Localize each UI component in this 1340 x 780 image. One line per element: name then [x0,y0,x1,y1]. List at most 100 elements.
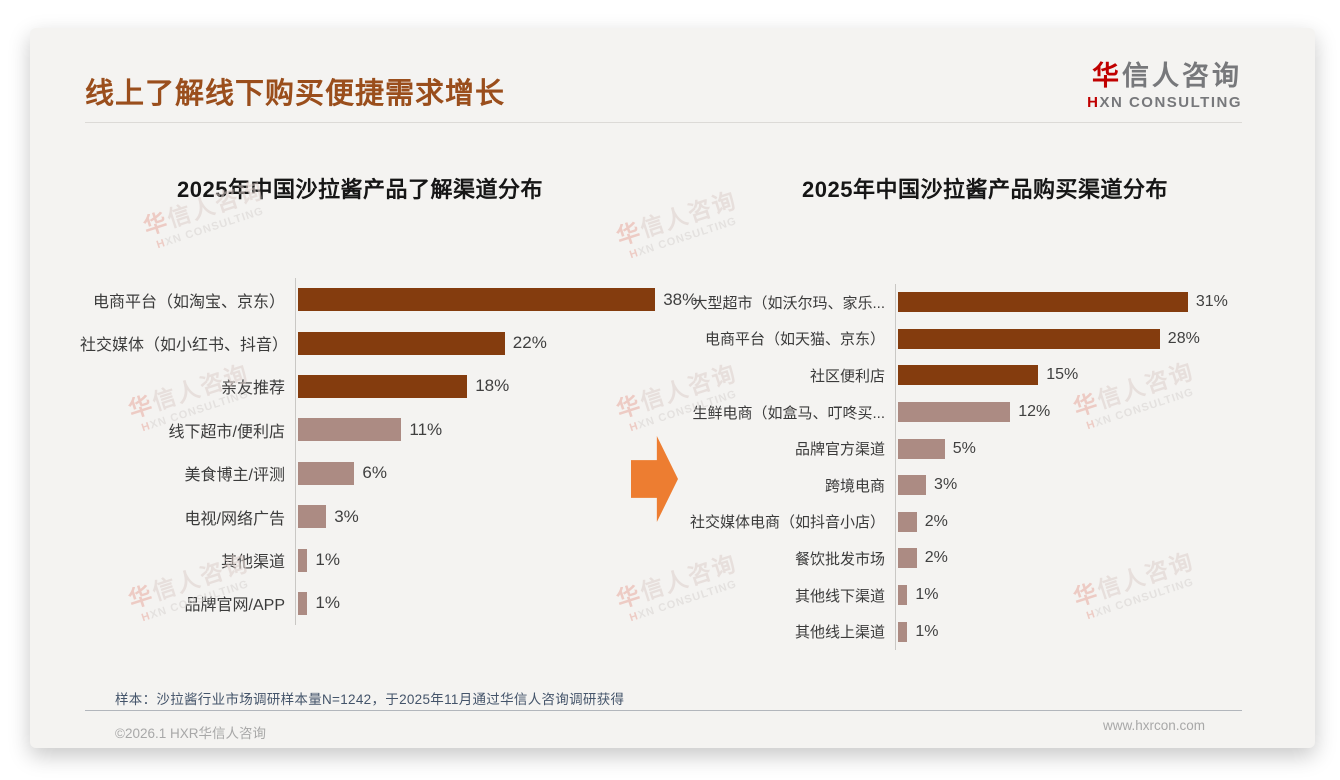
bar-row: 社区便利店 15% [665,357,1305,394]
bar-category-label: 社区便利店 [809,367,885,385]
bar-value-label: 31% [1195,293,1228,311]
bar-category-label: 线下超市/便利店 [168,423,285,441]
bar [898,438,945,459]
bar-plot-area: 11% [295,408,685,452]
bar-value-label: 1% [315,593,340,613]
page-title: 线上了解线下购买便捷需求增长 [85,78,506,110]
bar-value-label: 5% [952,439,976,457]
bar-row: 社交媒体（如小红书、抖音） 22% [80,321,685,365]
bar-value-label: 1% [915,622,939,640]
footer-divider [85,710,1242,711]
bar-row: 其他渠道 1% [80,538,685,582]
bar-plot-area: 28% [895,320,1305,358]
bar-value-label: 3% [934,476,958,494]
bar-value-label: 11% [409,419,443,439]
bar-plot-area: 22% [295,321,685,365]
bar-value-label: 1% [315,550,340,570]
bar-row: 生鲜电商（如盒马、叮咚买... 12% [665,393,1305,431]
bar-row: 品牌官网/APP 1% [80,581,685,626]
bar-category-label: 社交媒体（如小红书、抖音） [80,337,289,355]
bar-category-label: 电商平台（如淘宝、京东） [92,293,285,311]
bar-category-label: 其他线下渠道 [794,587,885,605]
bar [298,505,327,529]
logo-zh-first-char: 华 [1092,61,1122,91]
bar-category-label: 大型超市（如沃尔玛、家乐... [692,294,885,312]
bar-category-label: 品牌官网/APP [184,597,285,615]
left-chart-title: 2025年中国沙拉酱产品了解渠道分布 [177,177,543,202]
bar-row: 美食博主/评测 6% [80,451,685,495]
bar [898,292,1188,313]
bar-row: 电视/网络广告 3% [80,494,685,539]
bar-row: 线下超市/便利店 11% [80,408,685,452]
bar-category-label: 其他渠道 [220,554,285,572]
bar-row: 社交媒体电商（如抖音小店） 2% [665,503,1305,541]
bar-category-label: 电视/网络广告 [184,510,285,528]
bar-plot-area: 15% [895,357,1305,394]
bar [898,621,908,642]
bar-category-label: 餐饮批发市场 [794,550,885,568]
bar [298,374,468,398]
right-chart-title: 2025年中国沙拉酱产品购买渠道分布 [802,177,1168,202]
bar-value-label: 6% [362,463,387,483]
bar-value-label: 3% [334,506,359,526]
logo-zh-rest: 信人咨询 [1122,61,1242,91]
bar-plot-area: 2% [895,503,1305,541]
bar-value-label: 1% [915,586,939,604]
bar [898,548,917,569]
bar-category-label: 其他线上渠道 [794,624,885,642]
bar-category-label: 品牌官方渠道 [794,441,885,459]
bar-value-label: 12% [1018,403,1051,421]
watermark-en: HXN CONSULTING [628,215,739,262]
bar-value-label: 22% [512,333,547,353]
bar-category-label: 社交媒体电商（如抖音小店） [689,514,885,532]
bar [298,331,505,355]
right-bar-chart: 大型超市（如沃尔玛、家乐... 31% 电商平台（如天猫、京东） 28% 社区便利店 15… [665,284,1305,650]
bar-value-label: 38% [663,289,698,309]
logo-chinese-text: 华信人咨询 [1087,54,1242,93]
bar-row: 大型超市（如沃尔玛、家乐... 31% [665,284,1305,321]
bar-plot-area: 5% [895,430,1305,467]
header-divider [85,122,1242,123]
bar-value-label: 18% [475,376,510,396]
bar-row: 其他线上渠道 1% [665,613,1305,650]
bar [298,288,656,312]
bar-plot-area: 6% [295,451,685,495]
logo-en-first-char: H [1087,94,1100,111]
bar [898,365,1039,386]
website-url: www.hxrcon.com [1102,718,1205,733]
bar-category-label: 亲友推荐 [220,380,285,398]
bar-category-label: 美食博主/评测 [184,467,285,485]
bar-row: 电商平台（如天猫、京东） 28% [665,320,1305,358]
logo-en-rest: XN CONSULTING [1099,94,1242,111]
bar-plot-area: 18% [295,364,685,409]
bar [898,475,927,496]
bar-value-label: 15% [1046,366,1079,384]
logo-english-text: HXN CONSULTING [1087,94,1242,111]
bar-plot-area: 38% [295,278,698,322]
bar-value-label: 2% [924,549,948,567]
bar-plot-area: 3% [295,494,685,539]
bar-row: 餐饮批发市场 2% [665,540,1305,577]
bar-plot-area: 1% [295,538,685,582]
bar-plot-area: 31% [895,284,1305,321]
bar-value-label: 2% [924,512,948,530]
sample-note: 样本：沙拉酱行业市场调研样本量N=1242，于2025年11月通过华信人咨询调研… [115,692,625,707]
bar-plot-area: 3% [895,466,1305,504]
company-logo: 华信人咨询 HXN CONSULTING [1087,54,1242,111]
bar-plot-area: 12% [895,393,1305,431]
bar [898,585,908,606]
bar-row: 品牌官方渠道 5% [665,430,1305,467]
bar [898,328,1160,349]
bar-plot-area: 1% [895,613,1305,650]
bar-category-label: 电商平台（如天猫、京东） [704,331,885,349]
watermark-en: HXN CONSULTING [155,205,266,252]
bar-value-label: 28% [1167,329,1200,347]
bar [298,591,308,615]
copyright-text: ©2026.1 HXR华信人咨询 [115,726,266,741]
bar-row: 电商平台（如淘宝、京东） 38% [80,278,697,322]
bar [298,548,308,572]
bar-row: 亲友推荐 18% [80,364,685,409]
bar-row: 其他线下渠道 1% [665,576,1305,614]
bar-row: 跨境电商 3% [665,466,1305,504]
bar-plot-area: 2% [895,540,1305,577]
